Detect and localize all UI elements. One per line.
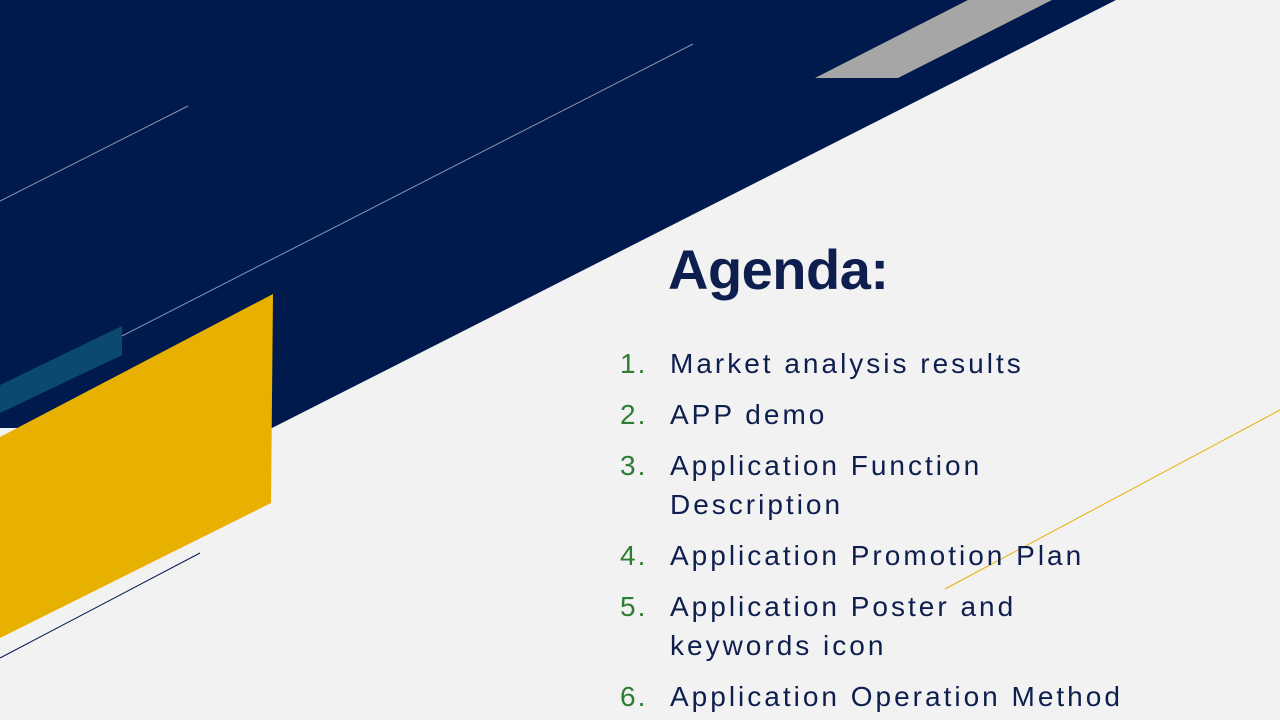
item-text: Application Operation Method (670, 681, 1123, 712)
list-item: 4. Application Promotion Plan (620, 536, 1230, 575)
thin-line-top-left (0, 105, 189, 202)
item-text: Market analysis results (670, 348, 1024, 379)
teal-stripe (0, 326, 122, 413)
navy-line-bottom-left (0, 552, 201, 659)
item-number: 3. (620, 450, 648, 481)
gold-line-right (944, 409, 1280, 590)
item-number: 4. (620, 540, 648, 571)
item-text: APP demo (670, 399, 828, 430)
item-number: 2. (620, 399, 648, 430)
item-text: Application Promotion Plan (670, 540, 1085, 571)
agenda-list: 1. Market analysis results 2. APP demo 3… (620, 344, 1230, 720)
page-title: Agenda: (668, 238, 889, 301)
item-number: 1. (620, 348, 648, 379)
list-item: 5. Application Poster and keywords icon (620, 587, 1230, 665)
list-item: 6. Application Operation Method (620, 677, 1230, 716)
item-number: 5. (620, 591, 648, 622)
gold-block (0, 294, 273, 638)
list-item: 3. Application Function Description (620, 446, 1230, 524)
item-text: Application Poster and keywords icon (670, 591, 1017, 661)
list-item: 2. APP demo (620, 395, 1230, 434)
list-item: 1. Market analysis results (620, 344, 1230, 383)
gray-stripe (815, 0, 1052, 78)
item-text: Application Function Description (670, 450, 983, 520)
thin-line-diagonal (121, 43, 694, 337)
item-number: 6. (620, 681, 648, 712)
navy-band (0, 0, 1116, 428)
